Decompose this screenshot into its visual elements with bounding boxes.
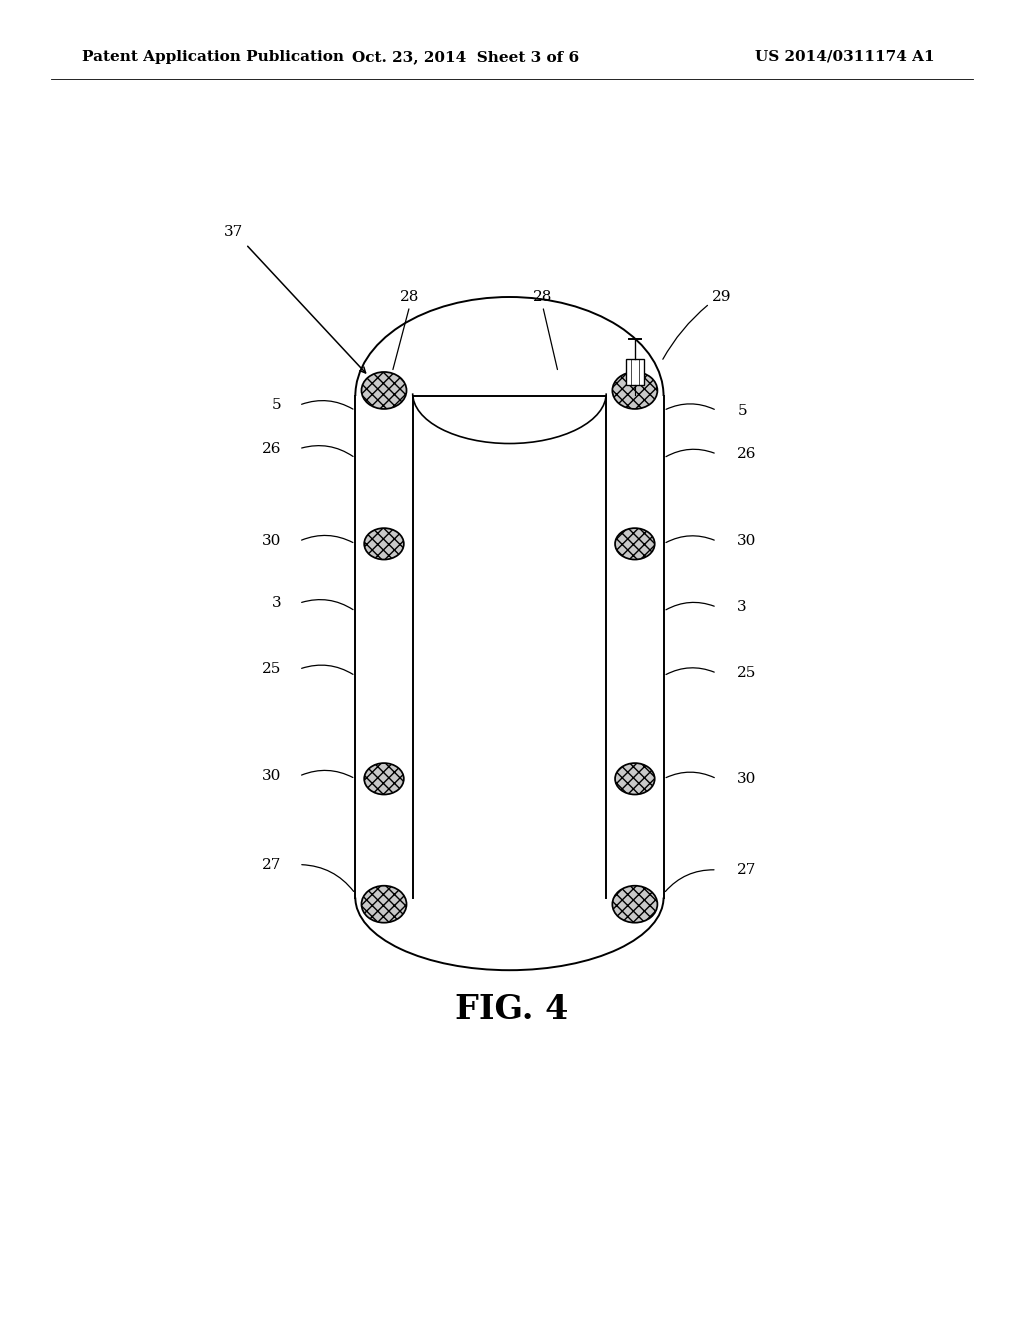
Text: 26: 26 (262, 442, 282, 455)
Text: 5: 5 (737, 404, 746, 417)
Ellipse shape (365, 763, 403, 795)
Text: 3: 3 (737, 601, 746, 614)
Text: 29: 29 (712, 290, 731, 304)
Text: 5: 5 (272, 399, 282, 412)
Text: 27: 27 (737, 863, 757, 876)
Text: 25: 25 (262, 663, 282, 676)
Text: 25: 25 (737, 667, 757, 680)
Text: 28: 28 (534, 290, 552, 304)
Text: US 2014/0311174 A1: US 2014/0311174 A1 (755, 50, 935, 63)
Text: Oct. 23, 2014  Sheet 3 of 6: Oct. 23, 2014 Sheet 3 of 6 (352, 50, 580, 63)
Ellipse shape (615, 528, 654, 560)
Ellipse shape (612, 372, 657, 409)
Text: 3: 3 (272, 597, 282, 610)
Ellipse shape (361, 372, 407, 409)
Ellipse shape (365, 528, 403, 560)
Text: 27: 27 (262, 858, 282, 871)
Ellipse shape (361, 886, 407, 923)
Text: 30: 30 (737, 535, 757, 548)
Text: 30: 30 (262, 770, 282, 783)
Text: 30: 30 (737, 772, 757, 785)
Text: FIG. 4: FIG. 4 (456, 993, 568, 1027)
Ellipse shape (615, 763, 654, 795)
Ellipse shape (612, 886, 657, 923)
Text: 37: 37 (224, 226, 243, 239)
Text: 28: 28 (400, 290, 419, 304)
Text: Patent Application Publication: Patent Application Publication (82, 50, 344, 63)
Bar (626, 359, 644, 385)
Text: 26: 26 (737, 447, 757, 461)
Text: 30: 30 (262, 535, 282, 548)
